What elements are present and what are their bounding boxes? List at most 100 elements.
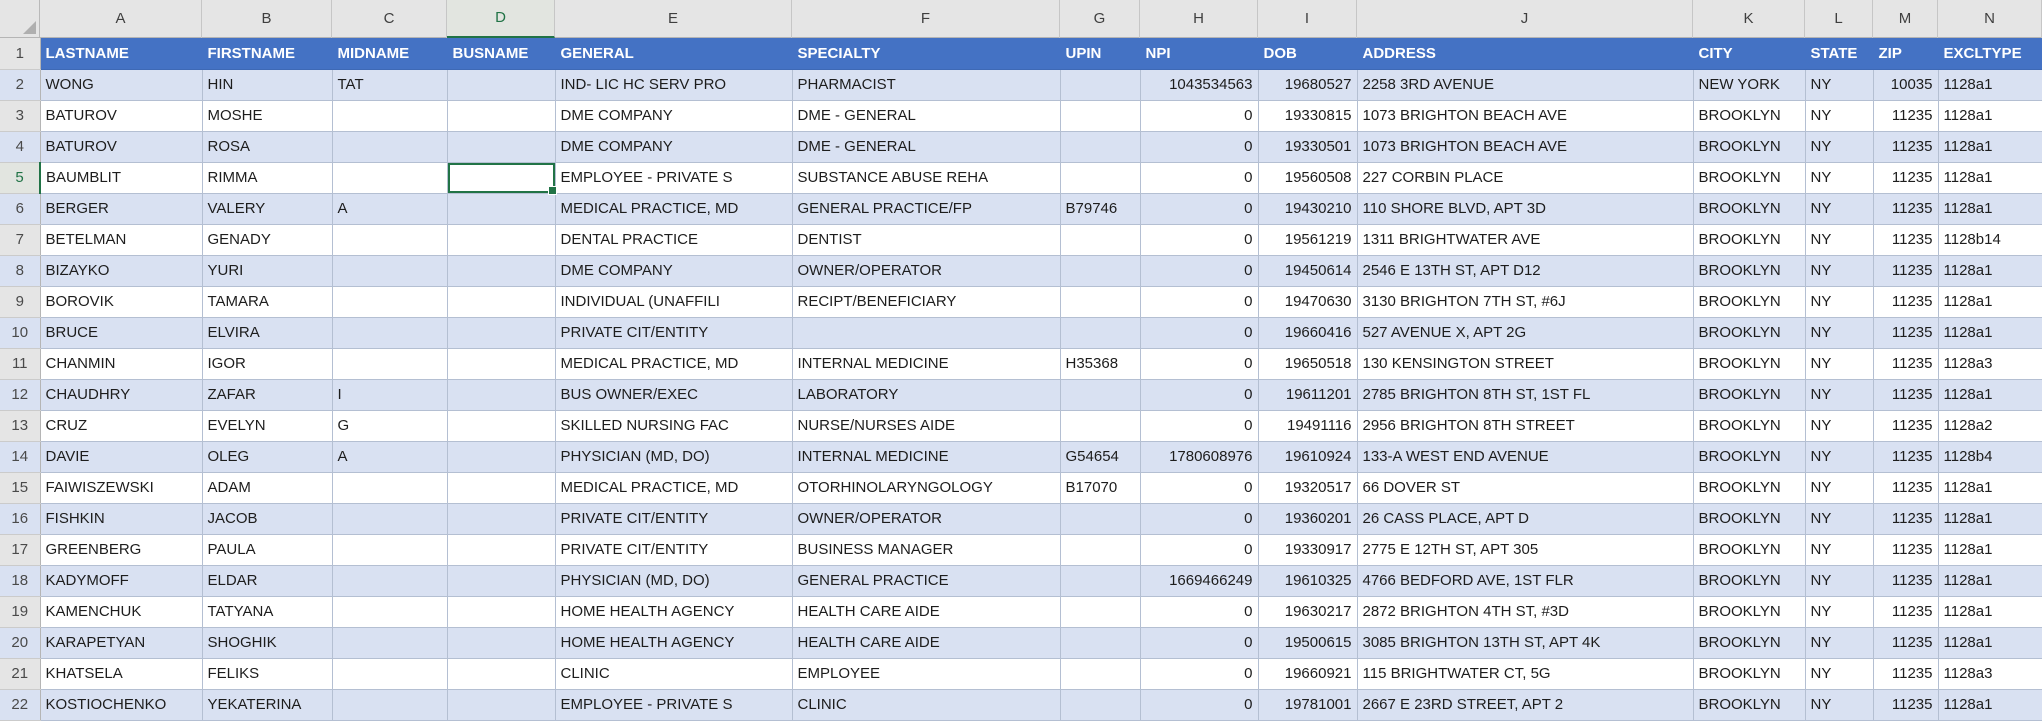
cell-D12[interactable] bbox=[447, 379, 556, 411]
cell-D7[interactable] bbox=[447, 224, 556, 256]
cell-K17[interactable]: BROOKLYN bbox=[1693, 534, 1806, 566]
cell-L1[interactable]: STATE bbox=[1805, 38, 1874, 70]
cell-M13[interactable]: 11235 bbox=[1873, 410, 1939, 442]
cell-I3[interactable]: 19330815 bbox=[1258, 100, 1358, 132]
row-number-21[interactable]: 21 bbox=[0, 658, 41, 690]
row-number-13[interactable]: 13 bbox=[0, 410, 41, 442]
cell-J16[interactable]: 26 CASS PLACE, APT D bbox=[1357, 503, 1694, 535]
cell-B11[interactable]: IGOR bbox=[202, 348, 333, 380]
cell-J22[interactable]: 2667 E 23RD STREET, APT 2 bbox=[1357, 689, 1694, 721]
cell-H5[interactable]: 0 bbox=[1140, 162, 1259, 194]
cell-E17[interactable]: PRIVATE CIT/ENTITY bbox=[555, 534, 793, 566]
row-number-18[interactable]: 18 bbox=[0, 565, 41, 597]
cell-D13[interactable] bbox=[447, 410, 556, 442]
cell-J17[interactable]: 2775 E 12TH ST, APT 305 bbox=[1357, 534, 1694, 566]
cell-C5[interactable] bbox=[332, 162, 448, 194]
cell-F6[interactable]: GENERAL PRACTICE/FP bbox=[792, 193, 1061, 225]
row-number-16[interactable]: 16 bbox=[0, 503, 41, 535]
cell-E21[interactable]: CLINIC bbox=[555, 658, 793, 690]
cell-E12[interactable]: BUS OWNER/EXEC bbox=[555, 379, 793, 411]
cell-K22[interactable]: BROOKLYN bbox=[1693, 689, 1806, 721]
cell-H4[interactable]: 0 bbox=[1140, 131, 1259, 163]
cell-E19[interactable]: HOME HEALTH AGENCY bbox=[555, 596, 793, 628]
cell-B3[interactable]: MOSHE bbox=[202, 100, 333, 132]
cell-A10[interactable]: BRUCE bbox=[40, 317, 203, 349]
cell-E5[interactable]: EMPLOYEE - PRIVATE S bbox=[555, 162, 793, 194]
cell-C21[interactable] bbox=[332, 658, 448, 690]
cell-I2[interactable]: 19680527 bbox=[1258, 69, 1358, 101]
cell-A8[interactable]: BIZAYKO bbox=[40, 255, 203, 287]
cell-A17[interactable]: GREENBERG bbox=[40, 534, 203, 566]
cell-J12[interactable]: 2785 BRIGHTON 8TH ST, 1ST FL bbox=[1357, 379, 1694, 411]
cell-M16[interactable]: 11235 bbox=[1873, 503, 1939, 535]
cell-N20[interactable]: 1128a1 bbox=[1938, 627, 2042, 659]
cell-G12[interactable] bbox=[1060, 379, 1141, 411]
cell-B8[interactable]: YURI bbox=[202, 255, 333, 287]
cell-D4[interactable] bbox=[447, 131, 556, 163]
cell-L20[interactable]: NY bbox=[1805, 627, 1874, 659]
cell-A6[interactable]: BERGER bbox=[40, 193, 203, 225]
cell-I15[interactable]: 19320517 bbox=[1258, 472, 1358, 504]
cell-C7[interactable] bbox=[332, 224, 448, 256]
cell-G17[interactable] bbox=[1060, 534, 1141, 566]
cell-F4[interactable]: DME - GENERAL bbox=[792, 131, 1061, 163]
cell-K1[interactable]: CITY bbox=[1693, 38, 1806, 70]
cell-L13[interactable]: NY bbox=[1805, 410, 1874, 442]
cell-A7[interactable]: BETELMAN bbox=[40, 224, 203, 256]
cell-N10[interactable]: 1128a1 bbox=[1938, 317, 2042, 349]
cell-E2[interactable]: IND- LIC HC SERV PRO bbox=[555, 69, 793, 101]
cell-E9[interactable]: INDIVIDUAL (UNAFFILI bbox=[555, 286, 793, 318]
cell-A12[interactable]: CHAUDHRY bbox=[40, 379, 203, 411]
cell-J8[interactable]: 2546 E 13TH ST, APT D12 bbox=[1357, 255, 1694, 287]
cell-E3[interactable]: DME COMPANY bbox=[555, 100, 793, 132]
cell-J18[interactable]: 4766 BEDFORD AVE, 1ST FLR bbox=[1357, 565, 1694, 597]
cell-H2[interactable]: 1043534563 bbox=[1140, 69, 1259, 101]
select-all-corner[interactable] bbox=[0, 0, 40, 37]
row-number-9[interactable]: 9 bbox=[0, 286, 41, 318]
row-number-5[interactable]: 5 bbox=[0, 162, 41, 194]
cell-K14[interactable]: BROOKLYN bbox=[1693, 441, 1806, 473]
cell-G18[interactable] bbox=[1060, 565, 1141, 597]
row-number-8[interactable]: 8 bbox=[0, 255, 41, 287]
cell-J21[interactable]: 115 BRIGHTWATER CT, 5G bbox=[1357, 658, 1694, 690]
cell-G10[interactable] bbox=[1060, 317, 1141, 349]
cell-K7[interactable]: BROOKLYN bbox=[1693, 224, 1806, 256]
cell-H13[interactable]: 0 bbox=[1140, 410, 1259, 442]
cell-N11[interactable]: 1128a3 bbox=[1938, 348, 2042, 380]
cell-G19[interactable] bbox=[1060, 596, 1141, 628]
cell-L4[interactable]: NY bbox=[1805, 131, 1874, 163]
row-number-2[interactable]: 2 bbox=[0, 69, 41, 101]
cell-I16[interactable]: 19360201 bbox=[1258, 503, 1358, 535]
cell-C14[interactable]: A bbox=[332, 441, 448, 473]
cell-M4[interactable]: 11235 bbox=[1873, 131, 1939, 163]
cell-F11[interactable]: INTERNAL MEDICINE bbox=[792, 348, 1061, 380]
cell-D3[interactable] bbox=[447, 100, 556, 132]
cell-M17[interactable]: 11235 bbox=[1873, 534, 1939, 566]
row-number-15[interactable]: 15 bbox=[0, 472, 41, 504]
cell-D21[interactable] bbox=[447, 658, 556, 690]
cell-B14[interactable]: OLEG bbox=[202, 441, 333, 473]
cell-C22[interactable] bbox=[332, 689, 448, 721]
column-header-A[interactable]: A bbox=[40, 0, 202, 38]
cell-I21[interactable]: 19660921 bbox=[1258, 658, 1358, 690]
cell-F1[interactable]: SPECIALTY bbox=[792, 38, 1061, 70]
cell-D5[interactable] bbox=[447, 162, 556, 194]
cell-M20[interactable]: 11235 bbox=[1873, 627, 1939, 659]
cell-A19[interactable]: KAMENCHUK bbox=[40, 596, 203, 628]
cell-A15[interactable]: FAIWISZEWSKI bbox=[40, 472, 203, 504]
cell-D10[interactable] bbox=[447, 317, 556, 349]
row-number-6[interactable]: 6 bbox=[0, 193, 41, 225]
row-number-19[interactable]: 19 bbox=[0, 596, 41, 628]
cell-E16[interactable]: PRIVATE CIT/ENTITY bbox=[555, 503, 793, 535]
column-header-B[interactable]: B bbox=[202, 0, 332, 38]
cell-N19[interactable]: 1128a1 bbox=[1938, 596, 2042, 628]
cell-K21[interactable]: BROOKLYN bbox=[1693, 658, 1806, 690]
cell-L2[interactable]: NY bbox=[1805, 69, 1874, 101]
cell-F22[interactable]: CLINIC bbox=[792, 689, 1061, 721]
cell-I9[interactable]: 19470630 bbox=[1258, 286, 1358, 318]
cell-G2[interactable] bbox=[1060, 69, 1141, 101]
cell-B9[interactable]: TAMARA bbox=[202, 286, 333, 318]
cell-J15[interactable]: 66 DOVER ST bbox=[1357, 472, 1694, 504]
cell-H1[interactable]: NPI bbox=[1140, 38, 1259, 70]
cell-F7[interactable]: DENTIST bbox=[792, 224, 1061, 256]
